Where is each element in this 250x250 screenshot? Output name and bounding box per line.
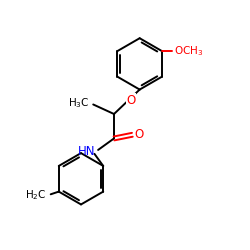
Text: HN: HN <box>78 146 96 158</box>
Text: OCH$_3$: OCH$_3$ <box>174 44 203 58</box>
Text: H$_2$C: H$_2$C <box>25 188 46 202</box>
Text: H$_3$C: H$_3$C <box>68 96 90 110</box>
Text: O: O <box>126 94 136 107</box>
Text: O: O <box>135 128 144 141</box>
